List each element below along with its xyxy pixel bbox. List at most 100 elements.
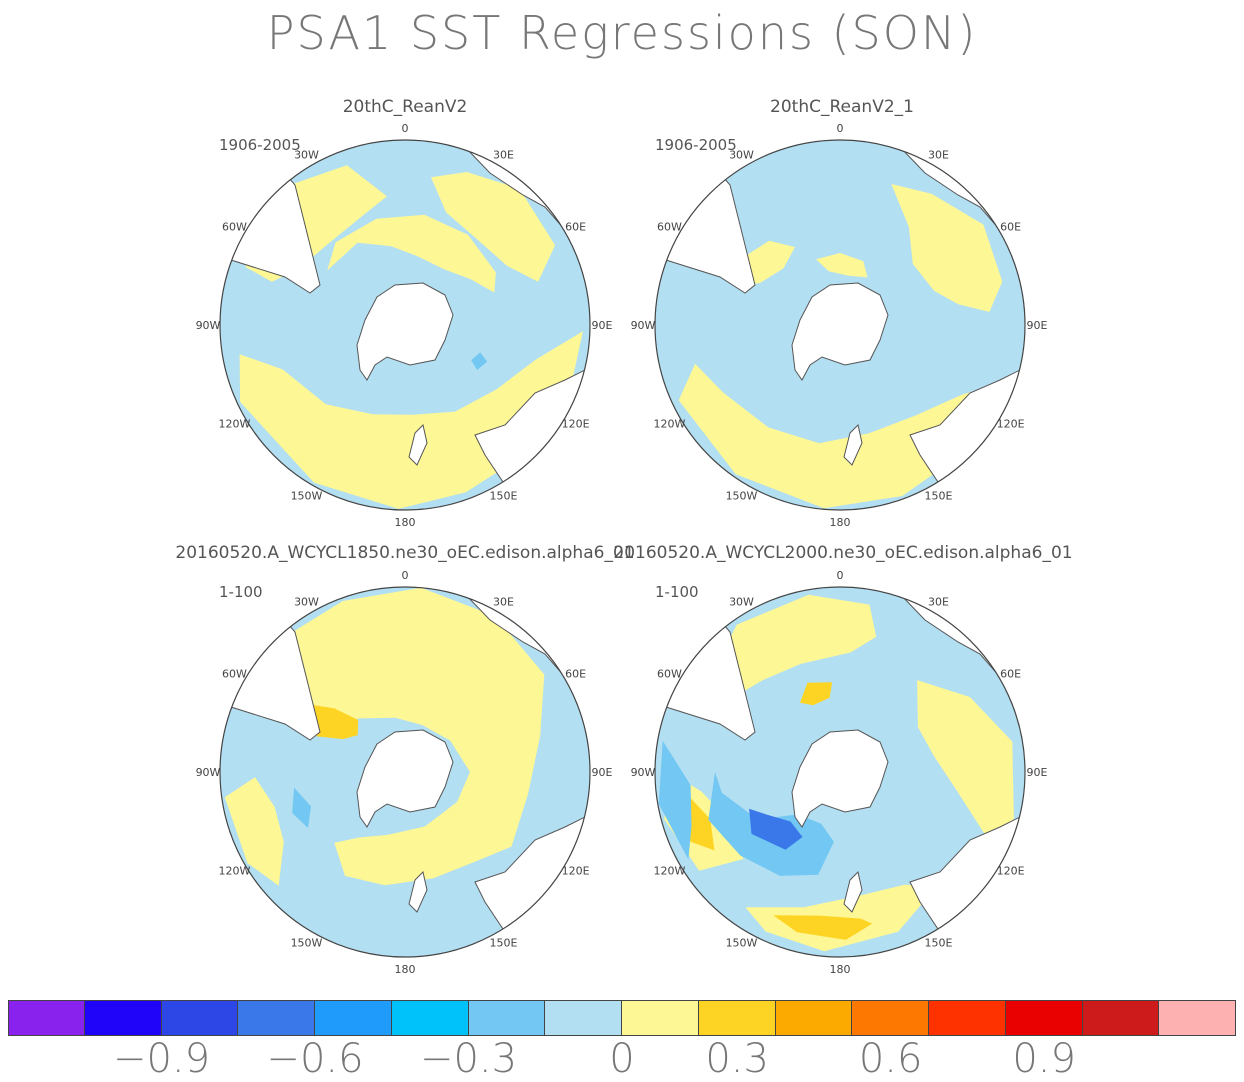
colorbar-swatch	[545, 1000, 622, 1036]
longitude-label: 60E	[1000, 668, 1021, 681]
longitude-label: 150E	[925, 937, 953, 950]
longitude-label: 90E	[592, 319, 613, 332]
map-border	[219, 586, 591, 958]
sst-contour	[292, 787, 311, 828]
colorbar-swatch	[468, 1000, 546, 1036]
panel-title-2: 20thC_ReanV2_1	[770, 97, 914, 117]
longitude-label: 30W	[294, 595, 319, 608]
colorbar-label: −0.6	[266, 1036, 364, 1082]
period-label-3: 1-100	[219, 583, 263, 601]
longitude-label: 60E	[1000, 221, 1021, 234]
panel-title-1: 20thC_ReanV2	[342, 97, 468, 117]
longitude-label: 0	[837, 569, 844, 582]
longitude-label: 120E	[562, 865, 590, 878]
longitude-label: 0	[402, 569, 409, 582]
map-border	[654, 586, 1026, 958]
antarctica	[356, 282, 454, 381]
colorbar-label: 0	[609, 1036, 635, 1082]
colorbar-swatch	[8, 1000, 85, 1036]
longitude-label: 30E	[928, 595, 949, 608]
period-label-4: 1-100	[655, 583, 699, 601]
longitude-label: 60W	[657, 668, 682, 681]
longitude-label: 120E	[997, 418, 1025, 431]
longitude-label: 150E	[490, 490, 518, 503]
colorbar-swatch	[698, 1000, 776, 1036]
colorbar-label: −0.9	[112, 1036, 211, 1082]
period-label-2: 1906-2005	[655, 136, 737, 154]
antarctica	[356, 729, 454, 828]
colorbar-swatch	[622, 1000, 699, 1036]
map-panel-3	[220, 587, 590, 957]
sst-contour	[471, 352, 488, 370]
longitude-label: 90E	[1027, 319, 1048, 332]
longitude-label: 120W	[653, 865, 685, 878]
longitude-label: 30W	[729, 595, 754, 608]
colorbar-swatch	[238, 1000, 315, 1036]
colorbar-swatch	[1005, 1000, 1083, 1036]
longitude-label: 90W	[196, 766, 221, 779]
longitude-label: 30E	[928, 148, 949, 161]
sst-contour	[708, 594, 877, 698]
longitude-label: 180	[830, 516, 851, 529]
map-panel-4	[655, 587, 1025, 957]
longitude-label: 60E	[565, 221, 586, 234]
land-mass	[408, 871, 428, 913]
colorbar-swatch	[315, 1000, 392, 1036]
longitude-label: 180	[395, 963, 416, 976]
longitude-label: 180	[395, 516, 416, 529]
map-border	[219, 139, 591, 511]
sst-contour	[658, 740, 692, 860]
colorbar-label: 0.3	[705, 1036, 769, 1082]
longitude-label: 150W	[726, 490, 758, 503]
antarctica	[791, 729, 889, 828]
longitude-label: 60W	[657, 221, 682, 234]
longitude-label: 30W	[294, 148, 319, 161]
longitude-label: 30E	[493, 148, 514, 161]
longitude-label: 180	[830, 963, 851, 976]
sst-contour	[678, 363, 1000, 509]
sst-contour	[891, 184, 1003, 312]
longitude-label: 120W	[653, 418, 685, 431]
colorbar-label: 0.6	[858, 1036, 923, 1082]
colorbar-swatch	[391, 1000, 469, 1036]
longitude-label: 60W	[222, 668, 247, 681]
longitude-label: 150E	[925, 490, 953, 503]
longitude-label: 150W	[291, 937, 323, 950]
sst-contour	[431, 172, 556, 282]
sst-contour	[749, 808, 803, 850]
longitude-label: 30E	[493, 595, 514, 608]
longitude-label: 90E	[592, 766, 613, 779]
sst-contour	[327, 214, 496, 293]
longitude-label: 120E	[997, 865, 1025, 878]
land-mass	[843, 871, 863, 913]
longitude-label: 150E	[490, 937, 518, 950]
longitude-label: 120E	[562, 418, 590, 431]
map-panel-2	[655, 140, 1025, 510]
longitude-label: 120W	[218, 418, 250, 431]
colorbar-swatch	[852, 1000, 929, 1036]
map-border	[654, 139, 1026, 511]
longitude-label: 90W	[196, 319, 221, 332]
colorbar	[8, 1000, 1236, 1036]
colorbar-swatch	[84, 1000, 162, 1036]
antarctica	[791, 282, 889, 381]
colorbar-swatch	[929, 1000, 1006, 1036]
sst-contour	[800, 682, 833, 706]
longitude-label: 150W	[291, 490, 323, 503]
colorbar-label: −0.3	[419, 1036, 518, 1082]
longitude-label: 0	[402, 122, 409, 135]
longitude-label: 30W	[729, 148, 754, 161]
longitude-label: 0	[837, 122, 844, 135]
longitude-label: 90W	[631, 319, 656, 332]
polar-maps: 0 30E 60E 90E 120E 150E 180 150W 120W 90W 60W 30W 0 3…	[196, 122, 1048, 976]
longitude-label: 60E	[565, 668, 586, 681]
sst-contour	[224, 777, 284, 886]
colorbar-label: 0.9	[1012, 1036, 1076, 1082]
sst-contour	[816, 253, 868, 278]
sst-contour	[257, 587, 545, 886]
figure-title: PSA1 SST Regressions (SON)	[266, 6, 978, 60]
land-mass	[843, 424, 863, 466]
map-panel-1	[220, 140, 590, 510]
colorbar-swatch	[775, 1000, 853, 1036]
sst-contour	[773, 915, 873, 940]
